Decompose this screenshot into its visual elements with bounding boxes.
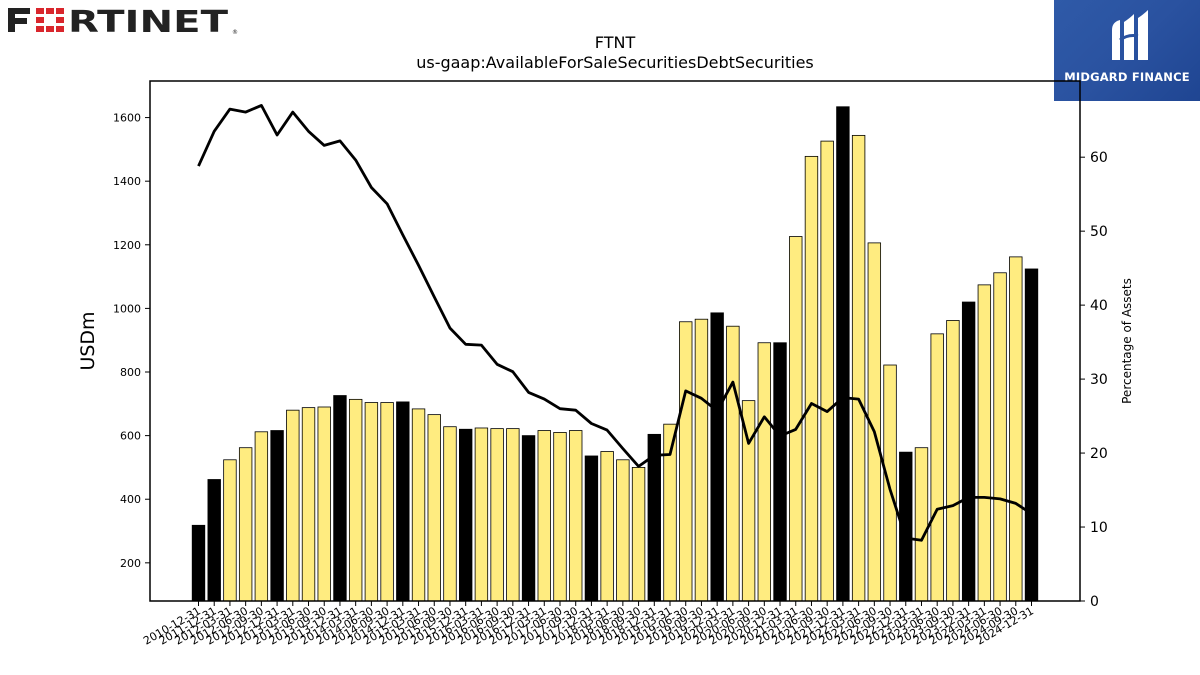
bar <box>553 432 567 602</box>
bar <box>254 431 269 602</box>
bar <box>569 430 583 602</box>
bar <box>930 333 944 602</box>
bar <box>773 342 787 602</box>
bars <box>191 106 1039 602</box>
fortinet-logo-text: RTINET <box>68 5 229 35</box>
y2-tick-label: 10 <box>1090 520 1108 536</box>
bar <box>286 409 300 602</box>
y-tick-label: 600 <box>120 430 141 443</box>
bar <box>521 435 536 602</box>
midgard-finance-logo: MIDGARD FINANCE <box>1054 0 1200 101</box>
series-line-percentage-of-assets <box>197 104 1033 542</box>
y-tick-label: 1600 <box>113 112 141 125</box>
bar <box>977 284 992 602</box>
plot-frame <box>149 80 1081 602</box>
bar <box>364 402 379 602</box>
bar <box>820 140 834 602</box>
bar <box>631 467 646 602</box>
bar <box>474 427 489 602</box>
y2-axis-ticks: 0 10 20 30 40 50 60 <box>1080 150 1108 610</box>
bar <box>223 459 237 602</box>
bar <box>726 325 740 602</box>
y-tick-label: 800 <box>120 366 141 379</box>
bar <box>914 447 929 602</box>
bar <box>710 312 724 602</box>
chart-title: FTNT <box>595 33 636 52</box>
bar <box>238 447 253 602</box>
bar <box>694 318 709 602</box>
y-tick-label: 400 <box>120 493 141 506</box>
x-axis-ticks: 2010-12-312011-12-312012-03-312012-06-30… <box>141 601 1036 648</box>
svg-text:®: ® <box>232 29 238 35</box>
y2-tick-label: 20 <box>1090 446 1108 462</box>
y2-tick-label: 40 <box>1090 298 1108 314</box>
y-tick-label: 1400 <box>113 175 141 188</box>
bar <box>1009 256 1023 602</box>
bar <box>584 455 599 602</box>
bar <box>490 428 504 602</box>
bar <box>961 301 976 602</box>
bar <box>1024 268 1039 602</box>
bar <box>506 428 520 602</box>
bar <box>207 479 221 602</box>
bar <box>789 236 803 602</box>
bar <box>836 106 850 602</box>
bar <box>270 430 284 602</box>
bar <box>427 414 441 602</box>
y-tick-label: 1000 <box>113 302 141 315</box>
bar <box>883 364 897 602</box>
bar <box>537 430 551 602</box>
bar <box>348 398 363 602</box>
bar <box>380 402 394 602</box>
percentage-line <box>197 104 1033 542</box>
y-tick-label: 200 <box>120 557 141 570</box>
midgard-logo-text: MIDGARD FINANCE <box>1064 70 1190 84</box>
bar <box>993 272 1007 602</box>
y2-tick-label: 30 <box>1090 372 1108 388</box>
bar <box>851 134 866 602</box>
bar <box>191 524 206 602</box>
bar <box>757 342 771 602</box>
fortinet-logo: RTINET ® <box>6 5 238 40</box>
bar <box>443 426 457 602</box>
bar <box>679 321 693 602</box>
y2-tick-label: 60 <box>1090 150 1108 166</box>
bar <box>459 428 473 602</box>
bar <box>333 395 347 602</box>
y2-axis-label: Percentage of Assets <box>1120 278 1134 404</box>
chart-subtitle: us-gaap:AvailableForSaleSecuritiesDebtSe… <box>416 53 814 72</box>
y-tick-label: 1200 <box>113 239 141 252</box>
midgard-mark-icon <box>1112 10 1148 60</box>
y2-tick-label: 0 <box>1090 594 1099 610</box>
y2-tick-label: 50 <box>1090 224 1108 240</box>
bar <box>301 407 316 602</box>
bar <box>600 451 614 602</box>
bar <box>396 401 410 602</box>
y-axis-label: USDm <box>77 311 99 370</box>
bar <box>946 320 960 602</box>
bar <box>804 155 819 602</box>
bar <box>317 406 331 602</box>
bar <box>616 459 630 602</box>
y-axis-ticks: 200 400 600 800 1000 1200 1400 1600 <box>113 112 150 570</box>
bar <box>411 408 426 602</box>
